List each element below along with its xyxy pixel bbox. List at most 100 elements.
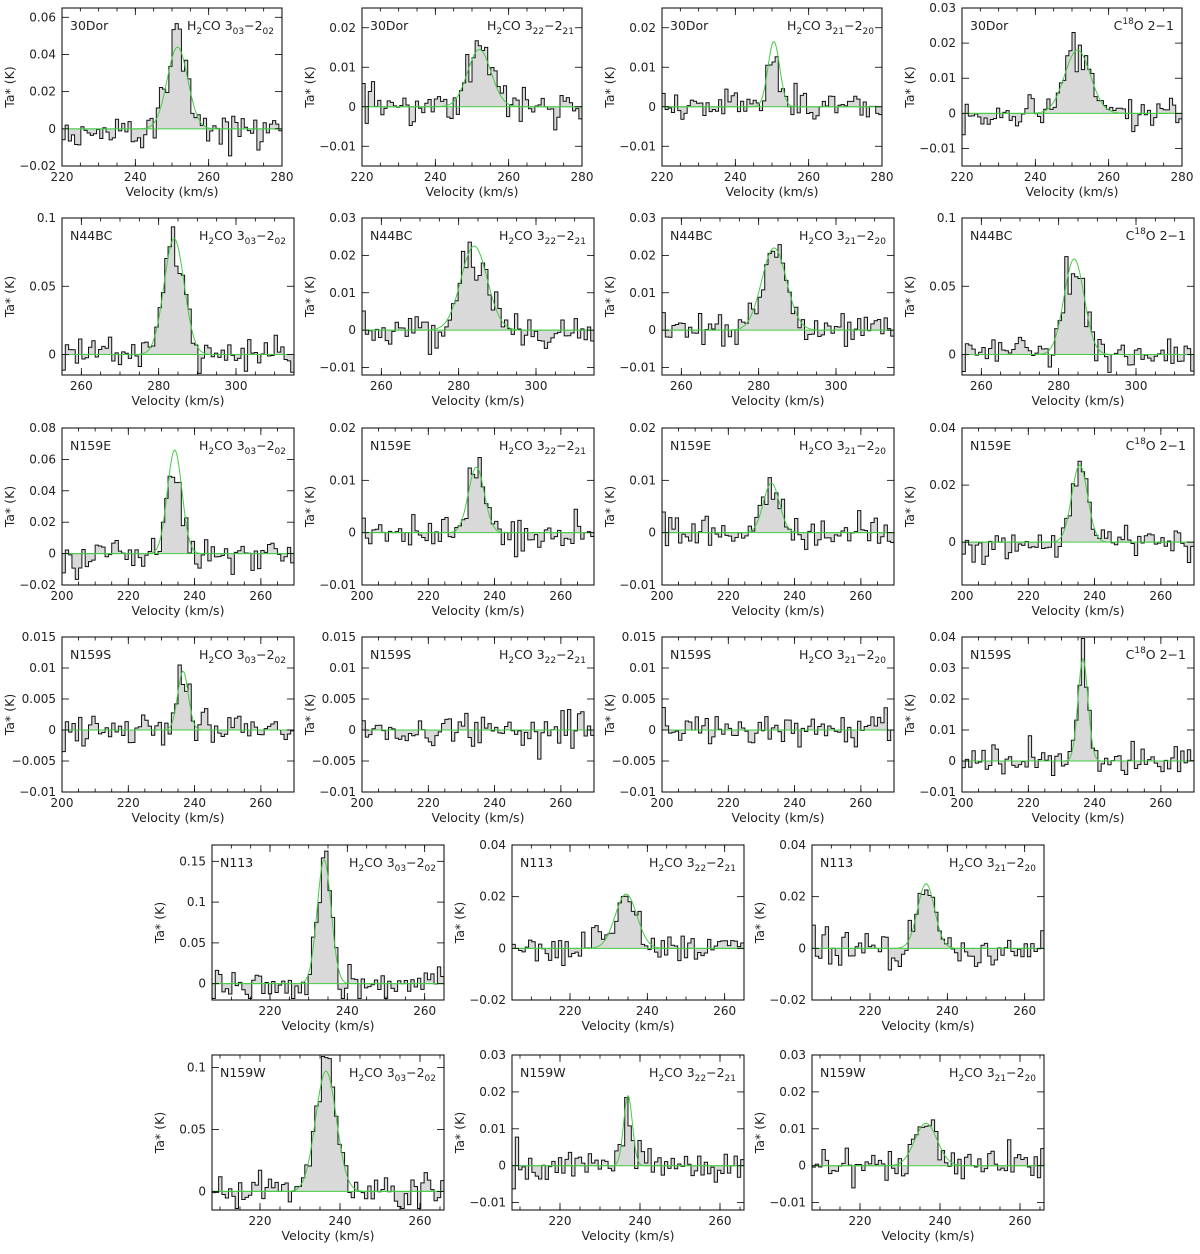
y-tick-label: 0.02 bbox=[629, 248, 656, 262]
x-tick-label: 260 bbox=[497, 170, 520, 184]
x-tick-label: 260 bbox=[797, 170, 820, 184]
x-tick-label: 280 bbox=[571, 170, 594, 184]
gaussian-fit bbox=[662, 247, 894, 331]
x-tick-label: 260 bbox=[709, 1214, 732, 1228]
spectrum-panel-n44bc-h2co_321: 260 280 300 −0.01 0 0.01 0.02 0.03 Velocity (km/… bbox=[602, 211, 895, 408]
gaussian-fit bbox=[212, 1070, 444, 1192]
spectrum-fill bbox=[362, 242, 594, 355]
transition-label: H2CO 303−202 bbox=[199, 228, 286, 247]
x-tick-label: 200 bbox=[51, 796, 74, 810]
x-axis-title: Velocity (km/s) bbox=[132, 393, 225, 408]
source-label: N159S bbox=[670, 647, 711, 662]
x-tick-label: 240 bbox=[636, 1004, 659, 1018]
x-tick-label: 280 bbox=[447, 379, 470, 393]
y-tick-label: 0.03 bbox=[629, 211, 656, 225]
y-tick-label: 0 bbox=[648, 100, 656, 114]
x-tick-label: 220 bbox=[717, 796, 740, 810]
x-tick-label: 260 bbox=[1013, 1004, 1036, 1018]
x-tick-label: 200 bbox=[951, 589, 974, 603]
y-tick-label: 0 bbox=[648, 323, 656, 337]
source-label: N159E bbox=[670, 438, 711, 453]
y-tick-label: −0.005 bbox=[612, 754, 656, 768]
y-tick-label: 0 bbox=[948, 348, 956, 362]
x-axis-title: Velocity (km/s) bbox=[882, 1228, 975, 1243]
y-tick-label: 0.05 bbox=[929, 279, 956, 293]
transition-label: H2CO 303−202 bbox=[349, 855, 436, 874]
y-axis-title: Ta* (K) bbox=[602, 66, 617, 108]
source-label: 30Dor bbox=[370, 18, 409, 33]
x-tick-label: 200 bbox=[951, 796, 974, 810]
y-tick-label: 0.03 bbox=[779, 1048, 806, 1062]
spectrum-histogram bbox=[512, 895, 744, 967]
transition-label: H2CO 322−221 bbox=[649, 1065, 736, 1084]
x-axis-title: Velocity (km/s) bbox=[582, 1228, 675, 1243]
y-tick-label: 0.01 bbox=[329, 286, 356, 300]
y-axis-title: Ta* (K) bbox=[452, 1112, 467, 1154]
gaussian-fit bbox=[62, 449, 294, 555]
transition-label: H2CO 321−220 bbox=[799, 438, 886, 457]
y-tick-label: 0.01 bbox=[329, 60, 356, 74]
x-tick-label: 240 bbox=[124, 170, 147, 184]
spectrum-panel-n44bc-h2co_303: 260 280 300 0 0.05 0.1 Velocity (km/s) Ta* (K) N… bbox=[2, 211, 295, 408]
transition-label: H2CO 321−220 bbox=[787, 18, 874, 37]
x-tick-label: 220 bbox=[1017, 796, 1040, 810]
y-tick-label: −0.01 bbox=[619, 578, 656, 592]
y-axis-title: Ta* (K) bbox=[152, 902, 167, 944]
x-tick-label: 300 bbox=[825, 379, 848, 393]
x-tick-label: 200 bbox=[51, 589, 74, 603]
x-axis-title: Velocity (km/s) bbox=[882, 1018, 975, 1033]
x-axis-title: Velocity (km/s) bbox=[1026, 184, 1119, 199]
transition-label: H2CO 321−220 bbox=[949, 1065, 1036, 1084]
x-tick-label: 220 bbox=[417, 589, 440, 603]
spectrum-fill bbox=[362, 40, 582, 130]
x-tick-label: 220 bbox=[117, 796, 140, 810]
plot-frame bbox=[211, 1054, 445, 1211]
x-axis-title: Velocity (km/s) bbox=[282, 1228, 375, 1243]
x-axis-title: Velocity (km/s) bbox=[732, 393, 825, 408]
y-tick-label: 0.04 bbox=[779, 838, 806, 852]
x-tick-label: 280 bbox=[747, 379, 770, 393]
spectrum-fill bbox=[362, 457, 594, 557]
x-tick-label: 260 bbox=[670, 379, 693, 393]
y-tick-label: −0.005 bbox=[12, 754, 56, 768]
x-tick-label: 240 bbox=[1024, 170, 1047, 184]
x-tick-label: 220 bbox=[249, 1214, 272, 1228]
spectrum-panel-n159e-h2co_322: 200 220 240 260 −0.01 0 0.01 0.02 Velocity (km/s… bbox=[302, 421, 595, 618]
spectrum-histogram bbox=[212, 850, 444, 999]
y-tick-label: −0.01 bbox=[619, 139, 656, 153]
gaussian-fit bbox=[812, 1122, 1044, 1167]
y-axis-title: Ta* (K) bbox=[902, 694, 917, 736]
x-tick-label: 280 bbox=[871, 170, 894, 184]
x-axis-title: Velocity (km/s) bbox=[1032, 810, 1125, 825]
y-tick-label: −0.01 bbox=[619, 785, 656, 799]
y-axis-title: Ta* (K) bbox=[302, 694, 317, 736]
y-tick-label: 0.005 bbox=[22, 692, 56, 706]
spectrum-fill bbox=[662, 56, 882, 120]
x-tick-label: 240 bbox=[783, 796, 806, 810]
spectrum-panel-30dor-h2co_322: 220 240 260 280 −0.01 0 0.01 0.02 Velocity (km/s… bbox=[302, 7, 593, 199]
x-tick-label: 220 bbox=[859, 1004, 882, 1018]
spectrum-histogram bbox=[362, 709, 594, 760]
y-tick-label: 0.03 bbox=[329, 211, 356, 225]
source-label: N159W bbox=[520, 1065, 566, 1080]
spectrum-fill bbox=[812, 1119, 1044, 1188]
y-axis-title: Ta* (K) bbox=[902, 486, 917, 528]
x-tick-label: 280 bbox=[1047, 379, 1070, 393]
transition-label: H2CO 322−221 bbox=[649, 855, 736, 874]
y-tick-label: 0.02 bbox=[479, 890, 506, 904]
x-tick-label: 240 bbox=[329, 1214, 352, 1228]
y-tick-label: 0 bbox=[348, 323, 356, 337]
spectrum-fill bbox=[962, 32, 1182, 135]
x-tick-label: 280 bbox=[271, 170, 294, 184]
x-tick-label: 220 bbox=[651, 170, 674, 184]
y-axis-title: Ta* (K) bbox=[302, 276, 317, 318]
spectrum-histogram bbox=[212, 1056, 444, 1209]
y-tick-label: 0.1 bbox=[187, 895, 206, 909]
y-tick-label: 0.05 bbox=[29, 279, 56, 293]
transition-label: H2CO 303−202 bbox=[349, 1065, 436, 1084]
spectrum-panel-n159s-h2co_303: 200 220 240 260 −0.01 −0.005 0 0.005 0.01 0.015 Ve… bbox=[2, 630, 295, 825]
spectrum-panel-n159e-h2co_303: 200 220 240 260 −0.02 0 0.02 0.04 0.06 0.08 Veloci… bbox=[2, 421, 295, 618]
x-tick-label: 220 bbox=[549, 1214, 572, 1228]
y-tick-label: 0.06 bbox=[29, 452, 56, 466]
plot-frame bbox=[511, 1054, 745, 1211]
